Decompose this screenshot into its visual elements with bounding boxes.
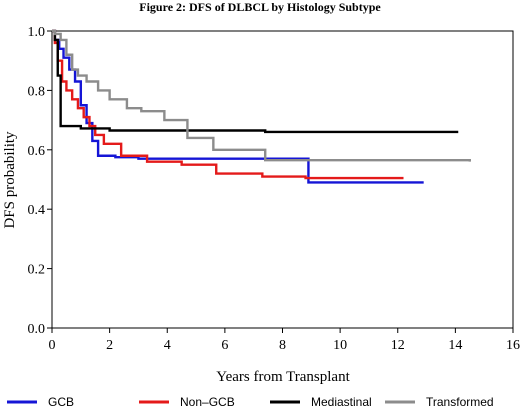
- x-tick-label: 12: [391, 338, 405, 353]
- x-tick-label: 4: [164, 338, 171, 353]
- y-tick-label: 0.4: [28, 203, 46, 218]
- legend-label: Mediastinal: [311, 395, 372, 407]
- y-tick-label: 0.6: [28, 144, 46, 159]
- y-tick-label: 0.2: [28, 263, 46, 278]
- x-tick-label: 0: [49, 338, 56, 353]
- x-tick-label: 2: [106, 338, 113, 353]
- legend: GCB Non–GCB Mediastinal Transformed: [7, 395, 494, 407]
- series-line-mediastinal: [52, 29, 459, 134]
- series-line-transformed: [52, 29, 471, 162]
- series-line-gcb: [52, 29, 424, 184]
- y-axis: 0.0 0.2 0.4 0.6 0.8 1.0: [28, 25, 52, 337]
- x-tick-label: 10: [333, 338, 347, 353]
- x-axis-label: Years from Transplant: [216, 369, 350, 385]
- x-tick-label: 16: [506, 338, 520, 353]
- legend-label: Non–GCB: [180, 395, 235, 407]
- x-tick-label: 14: [448, 338, 462, 353]
- series-lines: [52, 29, 471, 184]
- x-axis: 0 2 4 6 8 10 12 14 16: [49, 328, 520, 353]
- y-tick-label: 0.0: [28, 322, 46, 337]
- x-tick-label: 8: [279, 338, 286, 353]
- y-axis-label: DFS probability: [2, 131, 18, 229]
- y-tick-label: 1.0: [28, 25, 46, 40]
- y-tick-label: 0.8: [28, 84, 46, 99]
- chart-title: Figure 2: DFS of DLBCL by Histology Subt…: [139, 0, 381, 14]
- plot-frame: [51, 30, 514, 329]
- legend-label: GCB: [48, 395, 74, 407]
- x-tick-label: 6: [221, 338, 228, 353]
- series-line-non-gcb: [52, 29, 404, 180]
- legend-label: Transformed: [426, 395, 494, 407]
